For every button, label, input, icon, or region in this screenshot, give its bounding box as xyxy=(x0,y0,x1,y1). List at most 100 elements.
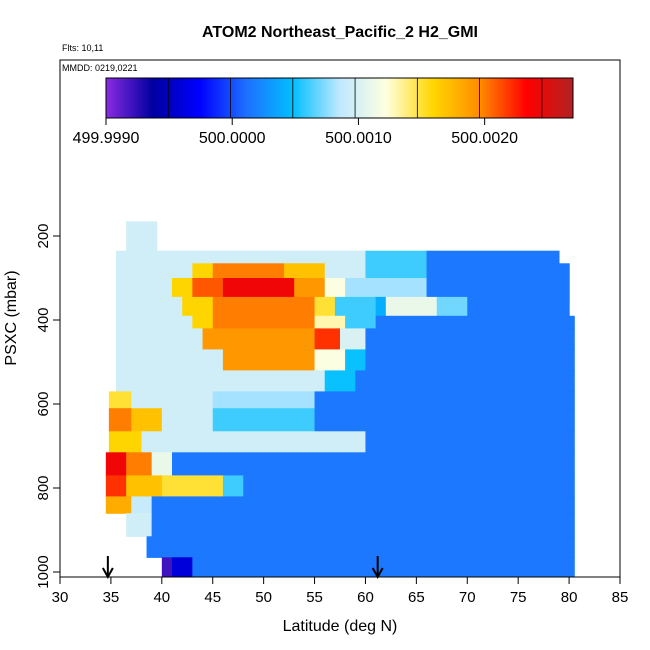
heatmap-cell xyxy=(116,328,204,350)
x-tick-label: 80 xyxy=(561,589,578,606)
heatmap-cell xyxy=(324,370,356,392)
heatmap-cell xyxy=(314,328,341,350)
heatmap-cell xyxy=(467,296,570,317)
heatmap-cell xyxy=(202,328,316,350)
heatmap-cell xyxy=(365,263,428,279)
heatmap-cell xyxy=(172,278,193,298)
x-tick-label: 60 xyxy=(357,589,374,606)
heatmap-cell xyxy=(105,475,127,497)
x-tick-label: 30 xyxy=(52,589,69,606)
y-tick-label: 400 xyxy=(35,307,52,332)
heatmap-cell xyxy=(222,278,295,298)
heatmap-cell xyxy=(131,408,163,432)
heatmap-cell xyxy=(314,391,575,409)
heatmap-cell xyxy=(314,408,575,432)
plot-frame xyxy=(59,59,621,578)
heatmap-cell xyxy=(314,349,346,371)
x-tick-label: 50 xyxy=(255,589,272,606)
heatmap-cell xyxy=(365,431,575,453)
y-tick-label: 600 xyxy=(35,391,52,416)
heatmap-cell xyxy=(108,391,132,409)
heatmap-cell xyxy=(222,349,316,371)
heatmap-cell xyxy=(284,263,326,279)
heatmap-cell xyxy=(146,536,575,558)
heatmap-cell xyxy=(375,296,387,317)
x-tick-label: 65 xyxy=(408,589,425,606)
heatmap-cell xyxy=(340,328,367,350)
heatmap-cell xyxy=(324,278,346,298)
heatmap-cell xyxy=(192,315,214,329)
heatmap-cell xyxy=(105,496,132,514)
flights-label: Flts: 10,11 xyxy=(62,43,103,53)
heatmap-cell xyxy=(116,315,193,329)
heatmap-cell xyxy=(116,349,224,371)
heatmap-cell xyxy=(116,296,183,317)
heatmap-cell xyxy=(172,452,575,476)
heatmap-cell xyxy=(345,278,428,298)
heatmap-cell xyxy=(108,431,143,453)
heatmap-cell xyxy=(365,328,575,350)
heatmap-cell xyxy=(116,370,326,392)
heatmap-cell xyxy=(243,475,575,497)
heatmap-cell xyxy=(116,250,367,264)
heatmap-cell xyxy=(294,278,326,298)
dates-label: MMDD: 0219,0221 xyxy=(62,63,138,73)
heatmap-cell xyxy=(324,263,367,279)
heatmap-cell xyxy=(385,296,438,317)
heatmap-cell xyxy=(192,263,214,279)
heatmap-cell xyxy=(141,431,224,453)
heatmap-cell xyxy=(345,349,367,371)
heatmap-cell xyxy=(426,263,570,279)
heatmap-cell xyxy=(436,296,468,317)
y-tick-label: 800 xyxy=(35,475,52,500)
colorbar-tick-label: 500.0020 xyxy=(451,130,518,147)
colorbar-gradient xyxy=(105,77,574,119)
x-tick-label: 85 xyxy=(612,589,629,606)
heatmap-cell xyxy=(192,557,575,577)
heatmap-cell xyxy=(126,475,163,497)
heatmap-cell xyxy=(334,296,377,317)
heatmap-cell xyxy=(355,370,575,392)
heatmap-cell xyxy=(192,278,224,298)
x-tick-label: 35 xyxy=(103,589,120,606)
colorbar-tick-label: 500.0000 xyxy=(199,130,266,147)
y-tick-label: 200 xyxy=(35,223,52,248)
heatmap-cell xyxy=(161,408,214,432)
heatmap-cell xyxy=(116,263,193,279)
heatmap-cell xyxy=(314,315,346,329)
heatmap-cell xyxy=(212,391,316,409)
heatmap-cell xyxy=(131,391,214,409)
heatmap-cell xyxy=(105,452,127,476)
chart-title: ATOM2 Northeast_Pacific_2 H2_GMI xyxy=(202,24,478,41)
heatmap-cell xyxy=(314,296,336,317)
heatmap-cell xyxy=(426,250,560,264)
heatmap-cell xyxy=(426,278,570,298)
colorbar: 499.9990 500.0000 500.0010 500.0020 xyxy=(73,77,574,147)
heatmap-cell xyxy=(365,250,428,264)
heatmap-cell xyxy=(365,349,575,371)
heatmap-cell xyxy=(222,431,367,453)
heatmap-cell xyxy=(172,557,193,577)
heatmap-cell xyxy=(222,475,244,497)
heatmap-cell xyxy=(212,408,316,432)
heatmap-cell xyxy=(108,408,132,432)
y-tick-label: 1000 xyxy=(35,555,52,588)
heatmap-cell xyxy=(126,513,153,537)
x-tick-label: 70 xyxy=(459,589,476,606)
x-tick-label: 45 xyxy=(204,589,221,606)
heatmap-cell xyxy=(161,557,173,577)
axes: 30 35 40 45 50 55 60 65 70 75 80 85 200 400 600 800 1000 xyxy=(35,223,628,606)
heatmap-cell xyxy=(375,315,575,329)
heatmap-cell xyxy=(131,496,153,514)
x-tick-label: 55 xyxy=(306,589,323,606)
x-tick-label: 75 xyxy=(510,589,527,606)
heatmap-cell xyxy=(126,221,158,252)
heatmap-cell xyxy=(212,296,316,317)
colorbar-tick-label: 499.9990 xyxy=(73,130,140,147)
colorbar-tick-label: 500.0010 xyxy=(325,130,392,147)
heatmap-cell xyxy=(182,296,214,317)
heatmap-cells xyxy=(105,221,575,577)
heatmap-cell xyxy=(212,263,285,279)
